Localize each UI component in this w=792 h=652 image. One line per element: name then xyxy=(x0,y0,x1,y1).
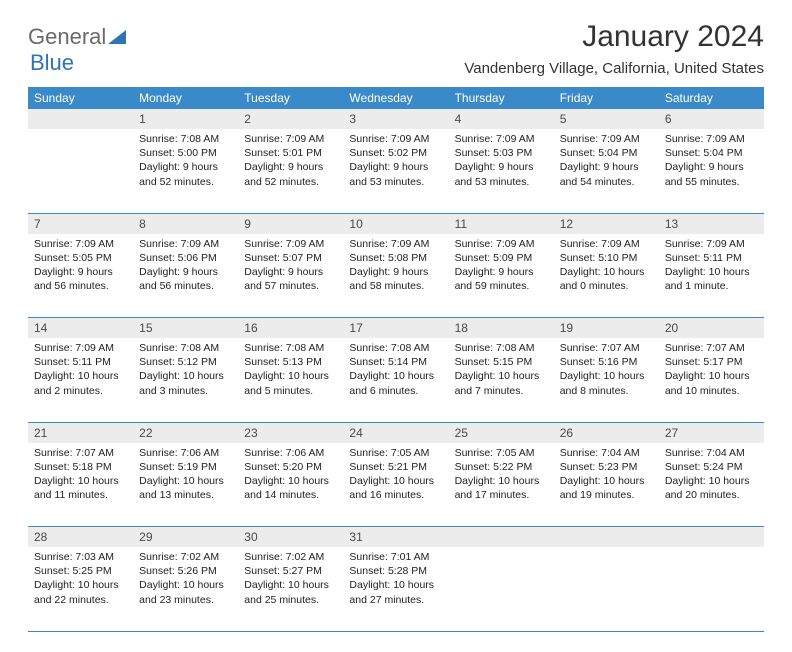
logo-triangle-icon xyxy=(108,24,126,50)
day-number-cell: 10 xyxy=(343,213,448,234)
logo-text-general: General xyxy=(28,24,106,49)
day-number-cell: 25 xyxy=(449,422,554,443)
day-number-cell xyxy=(28,109,133,129)
weekday-header: Thursday xyxy=(449,87,554,109)
day-number-cell: 31 xyxy=(343,527,448,548)
day-number-cell: 4 xyxy=(449,109,554,129)
day-number-row: 28293031 xyxy=(28,527,764,548)
day-content-cell: Sunrise: 7:03 AMSunset: 5:25 PMDaylight:… xyxy=(28,547,133,631)
day-content-cell xyxy=(28,129,133,213)
weekday-header: Wednesday xyxy=(343,87,448,109)
day-number-cell: 29 xyxy=(133,527,238,548)
day-number-cell xyxy=(659,527,764,548)
day-number-row: 21222324252627 xyxy=(28,422,764,443)
day-number-cell: 23 xyxy=(238,422,343,443)
day-content-row: Sunrise: 7:07 AMSunset: 5:18 PMDaylight:… xyxy=(28,443,764,527)
day-content-cell: Sunrise: 7:09 AMSunset: 5:11 PMDaylight:… xyxy=(28,338,133,422)
logo: General Blue xyxy=(28,24,126,76)
day-number-cell: 1 xyxy=(133,109,238,129)
day-content-cell: Sunrise: 7:09 AMSunset: 5:05 PMDaylight:… xyxy=(28,234,133,318)
day-number-cell: 9 xyxy=(238,213,343,234)
day-number-cell: 19 xyxy=(554,318,659,339)
day-content-cell: Sunrise: 7:04 AMSunset: 5:24 PMDaylight:… xyxy=(659,443,764,527)
day-number-cell: 17 xyxy=(343,318,448,339)
day-number-cell: 28 xyxy=(28,527,133,548)
day-number-cell: 15 xyxy=(133,318,238,339)
day-content-cell: Sunrise: 7:01 AMSunset: 5:28 PMDaylight:… xyxy=(343,547,448,631)
day-content-cell: Sunrise: 7:09 AMSunset: 5:09 PMDaylight:… xyxy=(449,234,554,318)
day-content-cell: Sunrise: 7:09 AMSunset: 5:06 PMDaylight:… xyxy=(133,234,238,318)
day-content-cell: Sunrise: 7:08 AMSunset: 5:14 PMDaylight:… xyxy=(343,338,448,422)
weekday-header: Sunday xyxy=(28,87,133,109)
day-number-cell: 24 xyxy=(343,422,448,443)
day-number-cell: 30 xyxy=(238,527,343,548)
day-content-cell: Sunrise: 7:06 AMSunset: 5:19 PMDaylight:… xyxy=(133,443,238,527)
day-number-cell xyxy=(449,527,554,548)
day-content-row: Sunrise: 7:08 AMSunset: 5:00 PMDaylight:… xyxy=(28,129,764,213)
day-number-cell: 5 xyxy=(554,109,659,129)
day-number-cell: 7 xyxy=(28,213,133,234)
day-content-cell: Sunrise: 7:09 AMSunset: 5:10 PMDaylight:… xyxy=(554,234,659,318)
day-content-cell: Sunrise: 7:08 AMSunset: 5:12 PMDaylight:… xyxy=(133,338,238,422)
day-number-cell: 18 xyxy=(449,318,554,339)
location-subtitle: Vandenberg Village, California, United S… xyxy=(464,60,764,77)
weekday-header-row: Sunday Monday Tuesday Wednesday Thursday… xyxy=(28,87,764,109)
day-number-cell xyxy=(554,527,659,548)
day-content-row: Sunrise: 7:03 AMSunset: 5:25 PMDaylight:… xyxy=(28,547,764,631)
day-content-cell: Sunrise: 7:09 AMSunset: 5:02 PMDaylight:… xyxy=(343,129,448,213)
day-number-row: 78910111213 xyxy=(28,213,764,234)
day-content-cell: Sunrise: 7:09 AMSunset: 5:04 PMDaylight:… xyxy=(554,129,659,213)
day-content-cell: Sunrise: 7:04 AMSunset: 5:23 PMDaylight:… xyxy=(554,443,659,527)
day-number-row: 123456 xyxy=(28,109,764,129)
day-content-cell: Sunrise: 7:08 AMSunset: 5:13 PMDaylight:… xyxy=(238,338,343,422)
calendar-table: Sunday Monday Tuesday Wednesday Thursday… xyxy=(28,87,764,632)
weekday-header: Tuesday xyxy=(238,87,343,109)
day-content-cell: Sunrise: 7:05 AMSunset: 5:22 PMDaylight:… xyxy=(449,443,554,527)
day-content-cell: Sunrise: 7:09 AMSunset: 5:11 PMDaylight:… xyxy=(659,234,764,318)
day-content-cell: Sunrise: 7:02 AMSunset: 5:26 PMDaylight:… xyxy=(133,547,238,631)
day-number-cell: 8 xyxy=(133,213,238,234)
day-content-cell: Sunrise: 7:09 AMSunset: 5:07 PMDaylight:… xyxy=(238,234,343,318)
day-number-cell: 12 xyxy=(554,213,659,234)
day-content-cell: Sunrise: 7:08 AMSunset: 5:15 PMDaylight:… xyxy=(449,338,554,422)
weekday-header: Friday xyxy=(554,87,659,109)
day-number-cell: 26 xyxy=(554,422,659,443)
day-content-cell: Sunrise: 7:02 AMSunset: 5:27 PMDaylight:… xyxy=(238,547,343,631)
day-content-row: Sunrise: 7:09 AMSunset: 5:05 PMDaylight:… xyxy=(28,234,764,318)
day-content-cell: Sunrise: 7:06 AMSunset: 5:20 PMDaylight:… xyxy=(238,443,343,527)
day-content-cell: Sunrise: 7:09 AMSunset: 5:08 PMDaylight:… xyxy=(343,234,448,318)
day-content-cell: Sunrise: 7:09 AMSunset: 5:03 PMDaylight:… xyxy=(449,129,554,213)
day-content-cell: Sunrise: 7:07 AMSunset: 5:17 PMDaylight:… xyxy=(659,338,764,422)
day-content-cell xyxy=(659,547,764,631)
header-row: General Blue January 2024 Vandenberg Vil… xyxy=(28,20,764,77)
day-content-cell: Sunrise: 7:07 AMSunset: 5:16 PMDaylight:… xyxy=(554,338,659,422)
day-number-cell: 2 xyxy=(238,109,343,129)
day-number-cell: 27 xyxy=(659,422,764,443)
weekday-header: Monday xyxy=(133,87,238,109)
day-number-cell: 16 xyxy=(238,318,343,339)
logo-text-blue: Blue xyxy=(30,50,74,75)
day-number-cell: 13 xyxy=(659,213,764,234)
day-number-cell: 14 xyxy=(28,318,133,339)
weekday-header: Saturday xyxy=(659,87,764,109)
day-number-cell: 3 xyxy=(343,109,448,129)
day-number-cell: 22 xyxy=(133,422,238,443)
calendar-page: General Blue January 2024 Vandenberg Vil… xyxy=(0,0,792,652)
day-number-row: 14151617181920 xyxy=(28,318,764,339)
day-content-row: Sunrise: 7:09 AMSunset: 5:11 PMDaylight:… xyxy=(28,338,764,422)
day-content-cell xyxy=(449,547,554,631)
month-title: January 2024 xyxy=(464,20,764,54)
day-number-cell: 20 xyxy=(659,318,764,339)
day-number-cell: 6 xyxy=(659,109,764,129)
day-content-cell: Sunrise: 7:07 AMSunset: 5:18 PMDaylight:… xyxy=(28,443,133,527)
day-number-cell: 11 xyxy=(449,213,554,234)
day-number-cell: 21 xyxy=(28,422,133,443)
day-content-cell: Sunrise: 7:05 AMSunset: 5:21 PMDaylight:… xyxy=(343,443,448,527)
day-content-cell xyxy=(554,547,659,631)
day-content-cell: Sunrise: 7:09 AMSunset: 5:01 PMDaylight:… xyxy=(238,129,343,213)
day-content-cell: Sunrise: 7:09 AMSunset: 5:04 PMDaylight:… xyxy=(659,129,764,213)
title-block: January 2024 Vandenberg Village, Califor… xyxy=(464,20,764,77)
day-content-cell: Sunrise: 7:08 AMSunset: 5:00 PMDaylight:… xyxy=(133,129,238,213)
